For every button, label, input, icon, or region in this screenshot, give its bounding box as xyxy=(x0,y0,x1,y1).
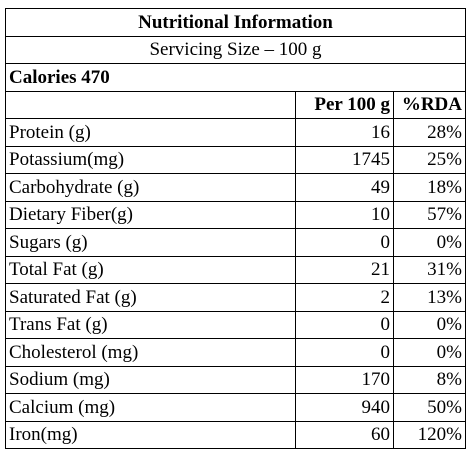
nutrient-row: Potassium(mg) 1745 25% xyxy=(5,145,466,174)
nutrient-per-100g: 1745 xyxy=(295,145,394,174)
nutrient-rda: 8% xyxy=(393,365,466,394)
nutrient-row: Sugars (g) 0 0% xyxy=(5,228,466,257)
header-rda: %RDA xyxy=(393,90,466,119)
nutrient-name: Dietary Fiber(g) xyxy=(5,200,296,229)
nutrient-row: Protein (g) 16 28% xyxy=(5,118,466,147)
nutrient-per-100g: 10 xyxy=(295,200,394,229)
nutrient-rda: 18% xyxy=(393,173,466,202)
nutrient-rda: 0% xyxy=(393,228,466,257)
nutrient-name: Iron(mg) xyxy=(5,420,296,449)
nutrient-name: Calcium (mg) xyxy=(5,393,296,422)
nutrient-per-100g: 49 xyxy=(295,173,394,202)
nutrient-rda: 120% xyxy=(393,420,466,449)
nutrient-rda: 0% xyxy=(393,338,466,367)
nutrient-row: Iron(mg) 60 120% xyxy=(5,420,466,449)
nutrient-per-100g: 170 xyxy=(295,365,394,394)
nutrient-row: Total Fat (g) 21 31% xyxy=(5,255,466,284)
nutrient-name: Sodium (mg) xyxy=(5,365,296,394)
nutrient-row: Calcium (mg) 940 50% xyxy=(5,393,466,422)
serving-row: Servicing Size – 100 g xyxy=(5,35,466,64)
nutrient-per-100g: 16 xyxy=(295,118,394,147)
table-title: Nutritional Information xyxy=(5,8,466,37)
nutrient-rda: 28% xyxy=(393,118,466,147)
calories-row: Calories 470 xyxy=(5,63,466,92)
nutrient-name: Potassium(mg) xyxy=(5,145,296,174)
nutrient-per-100g: 0 xyxy=(295,228,394,257)
nutrient-rda: 57% xyxy=(393,200,466,229)
header-per-100g: Per 100 g xyxy=(295,90,394,119)
nutrient-rda: 0% xyxy=(393,310,466,339)
nutrient-row: Carbohydrate (g) 49 18% xyxy=(5,173,466,202)
nutrient-name: Trans Fat (g) xyxy=(5,310,296,339)
nutrient-row: Dietary Fiber(g) 10 57% xyxy=(5,200,466,229)
calories-label: Calories 470 xyxy=(5,63,466,92)
nutrient-row: Saturated Fat (g) 2 13% xyxy=(5,283,466,312)
serving-size: Servicing Size – 100 g xyxy=(5,35,466,64)
nutrition-table: Nutritional Information Servicing Size –… xyxy=(5,8,466,449)
nutrient-name: Protein (g) xyxy=(5,118,296,147)
nutrient-name: Carbohydrate (g) xyxy=(5,173,296,202)
nutrient-per-100g: 0 xyxy=(295,310,394,339)
title-row: Nutritional Information xyxy=(5,8,466,37)
nutrient-row: Sodium (mg) 170 8% xyxy=(5,365,466,394)
nutrient-name: Total Fat (g) xyxy=(5,255,296,284)
nutrient-row: Cholesterol (mg) 0 0% xyxy=(5,338,466,367)
nutrient-rda: 25% xyxy=(393,145,466,174)
nutrient-rda: 31% xyxy=(393,255,466,284)
column-header-row: Per 100 g %RDA xyxy=(5,90,466,119)
nutrient-per-100g: 2 xyxy=(295,283,394,312)
nutrient-per-100g: 0 xyxy=(295,338,394,367)
nutrient-row: Trans Fat (g) 0 0% xyxy=(5,310,466,339)
nutrient-per-100g: 21 xyxy=(295,255,394,284)
nutrient-name: Saturated Fat (g) xyxy=(5,283,296,312)
nutrient-name: Sugars (g) xyxy=(5,228,296,257)
nutrient-per-100g: 60 xyxy=(295,420,394,449)
header-blank-cell xyxy=(5,90,296,119)
nutrient-rda: 13% xyxy=(393,283,466,312)
nutrient-per-100g: 940 xyxy=(295,393,394,422)
nutrient-name: Cholesterol (mg) xyxy=(5,338,296,367)
nutrient-rda: 50% xyxy=(393,393,466,422)
